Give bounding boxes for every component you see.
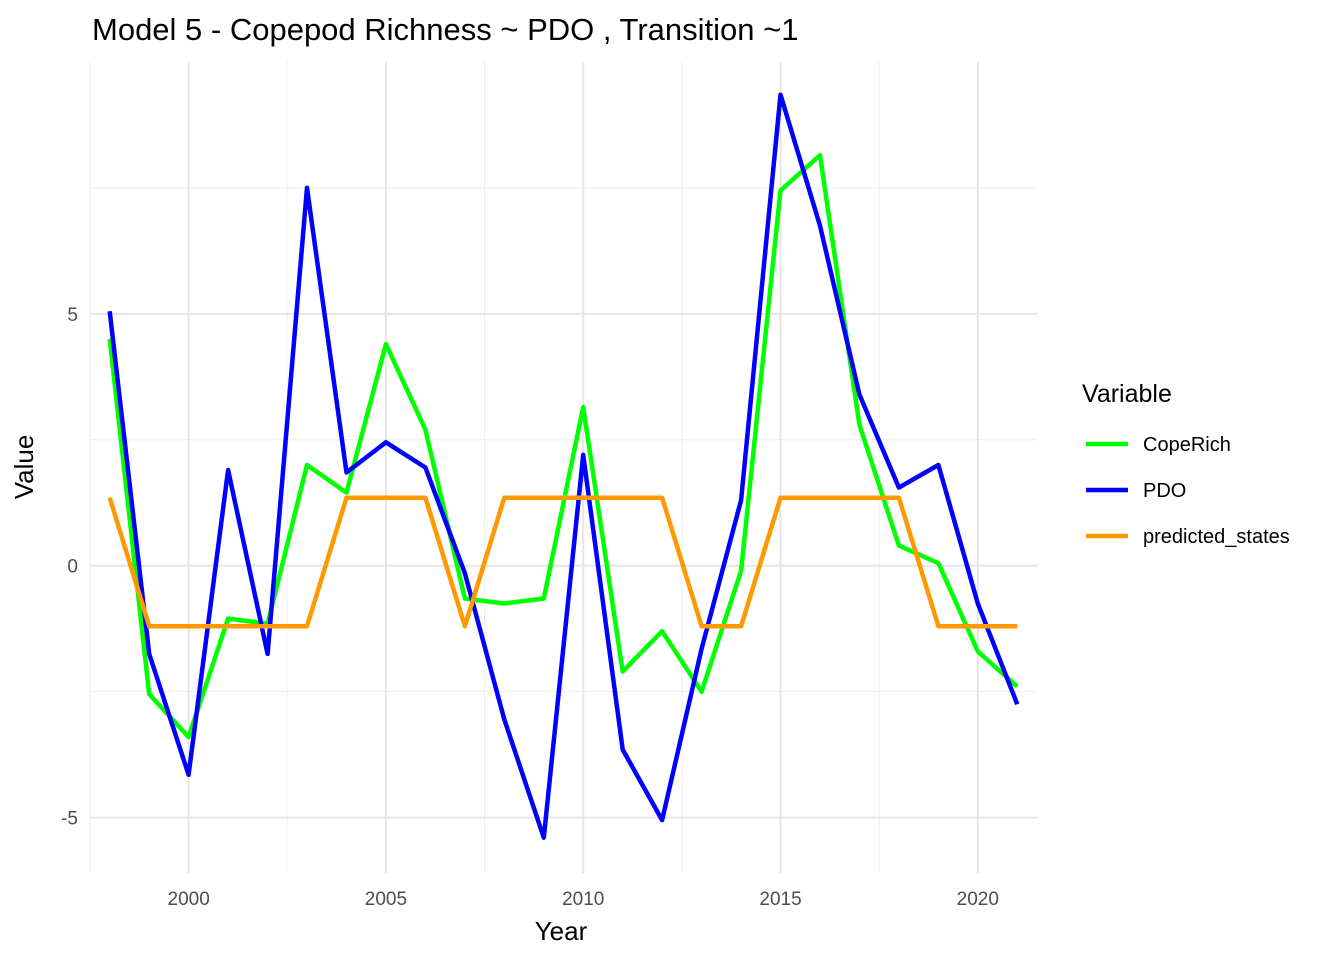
legend: Variable CopeRich PDO predicted_states (1082, 380, 1290, 548)
series-group (107, 92, 1020, 840)
x-tick-label: 2015 (759, 889, 801, 910)
legend-label: PDO (1143, 480, 1186, 502)
x-tick-label: 2000 (168, 889, 210, 910)
y-axis-ticks: -5 0 5 (61, 305, 78, 830)
x-tick-label: 2020 (957, 889, 999, 910)
chart-title: Model 5 - Copepod Richness ~ PDO , Trans… (92, 12, 798, 47)
series-line-pdo (107, 92, 1020, 840)
x-axis-title: Year (535, 916, 588, 946)
legend-title: Variable (1082, 380, 1172, 408)
legend-label: predicted_states (1143, 526, 1290, 548)
x-axis-ticks: 2000 2005 2010 2015 2020 (168, 889, 999, 910)
y-tick-label: 5 (67, 305, 78, 326)
y-axis-title: Value (9, 435, 39, 500)
x-tick-label: 2010 (562, 889, 604, 910)
grid (89, 62, 1037, 873)
y-tick-label: 0 (67, 557, 78, 578)
y-tick-label: -5 (61, 809, 78, 830)
x-tick-label: 2005 (365, 889, 407, 910)
series-line-predicted-states (107, 495, 1018, 629)
legend-label: CopeRich (1143, 434, 1231, 456)
